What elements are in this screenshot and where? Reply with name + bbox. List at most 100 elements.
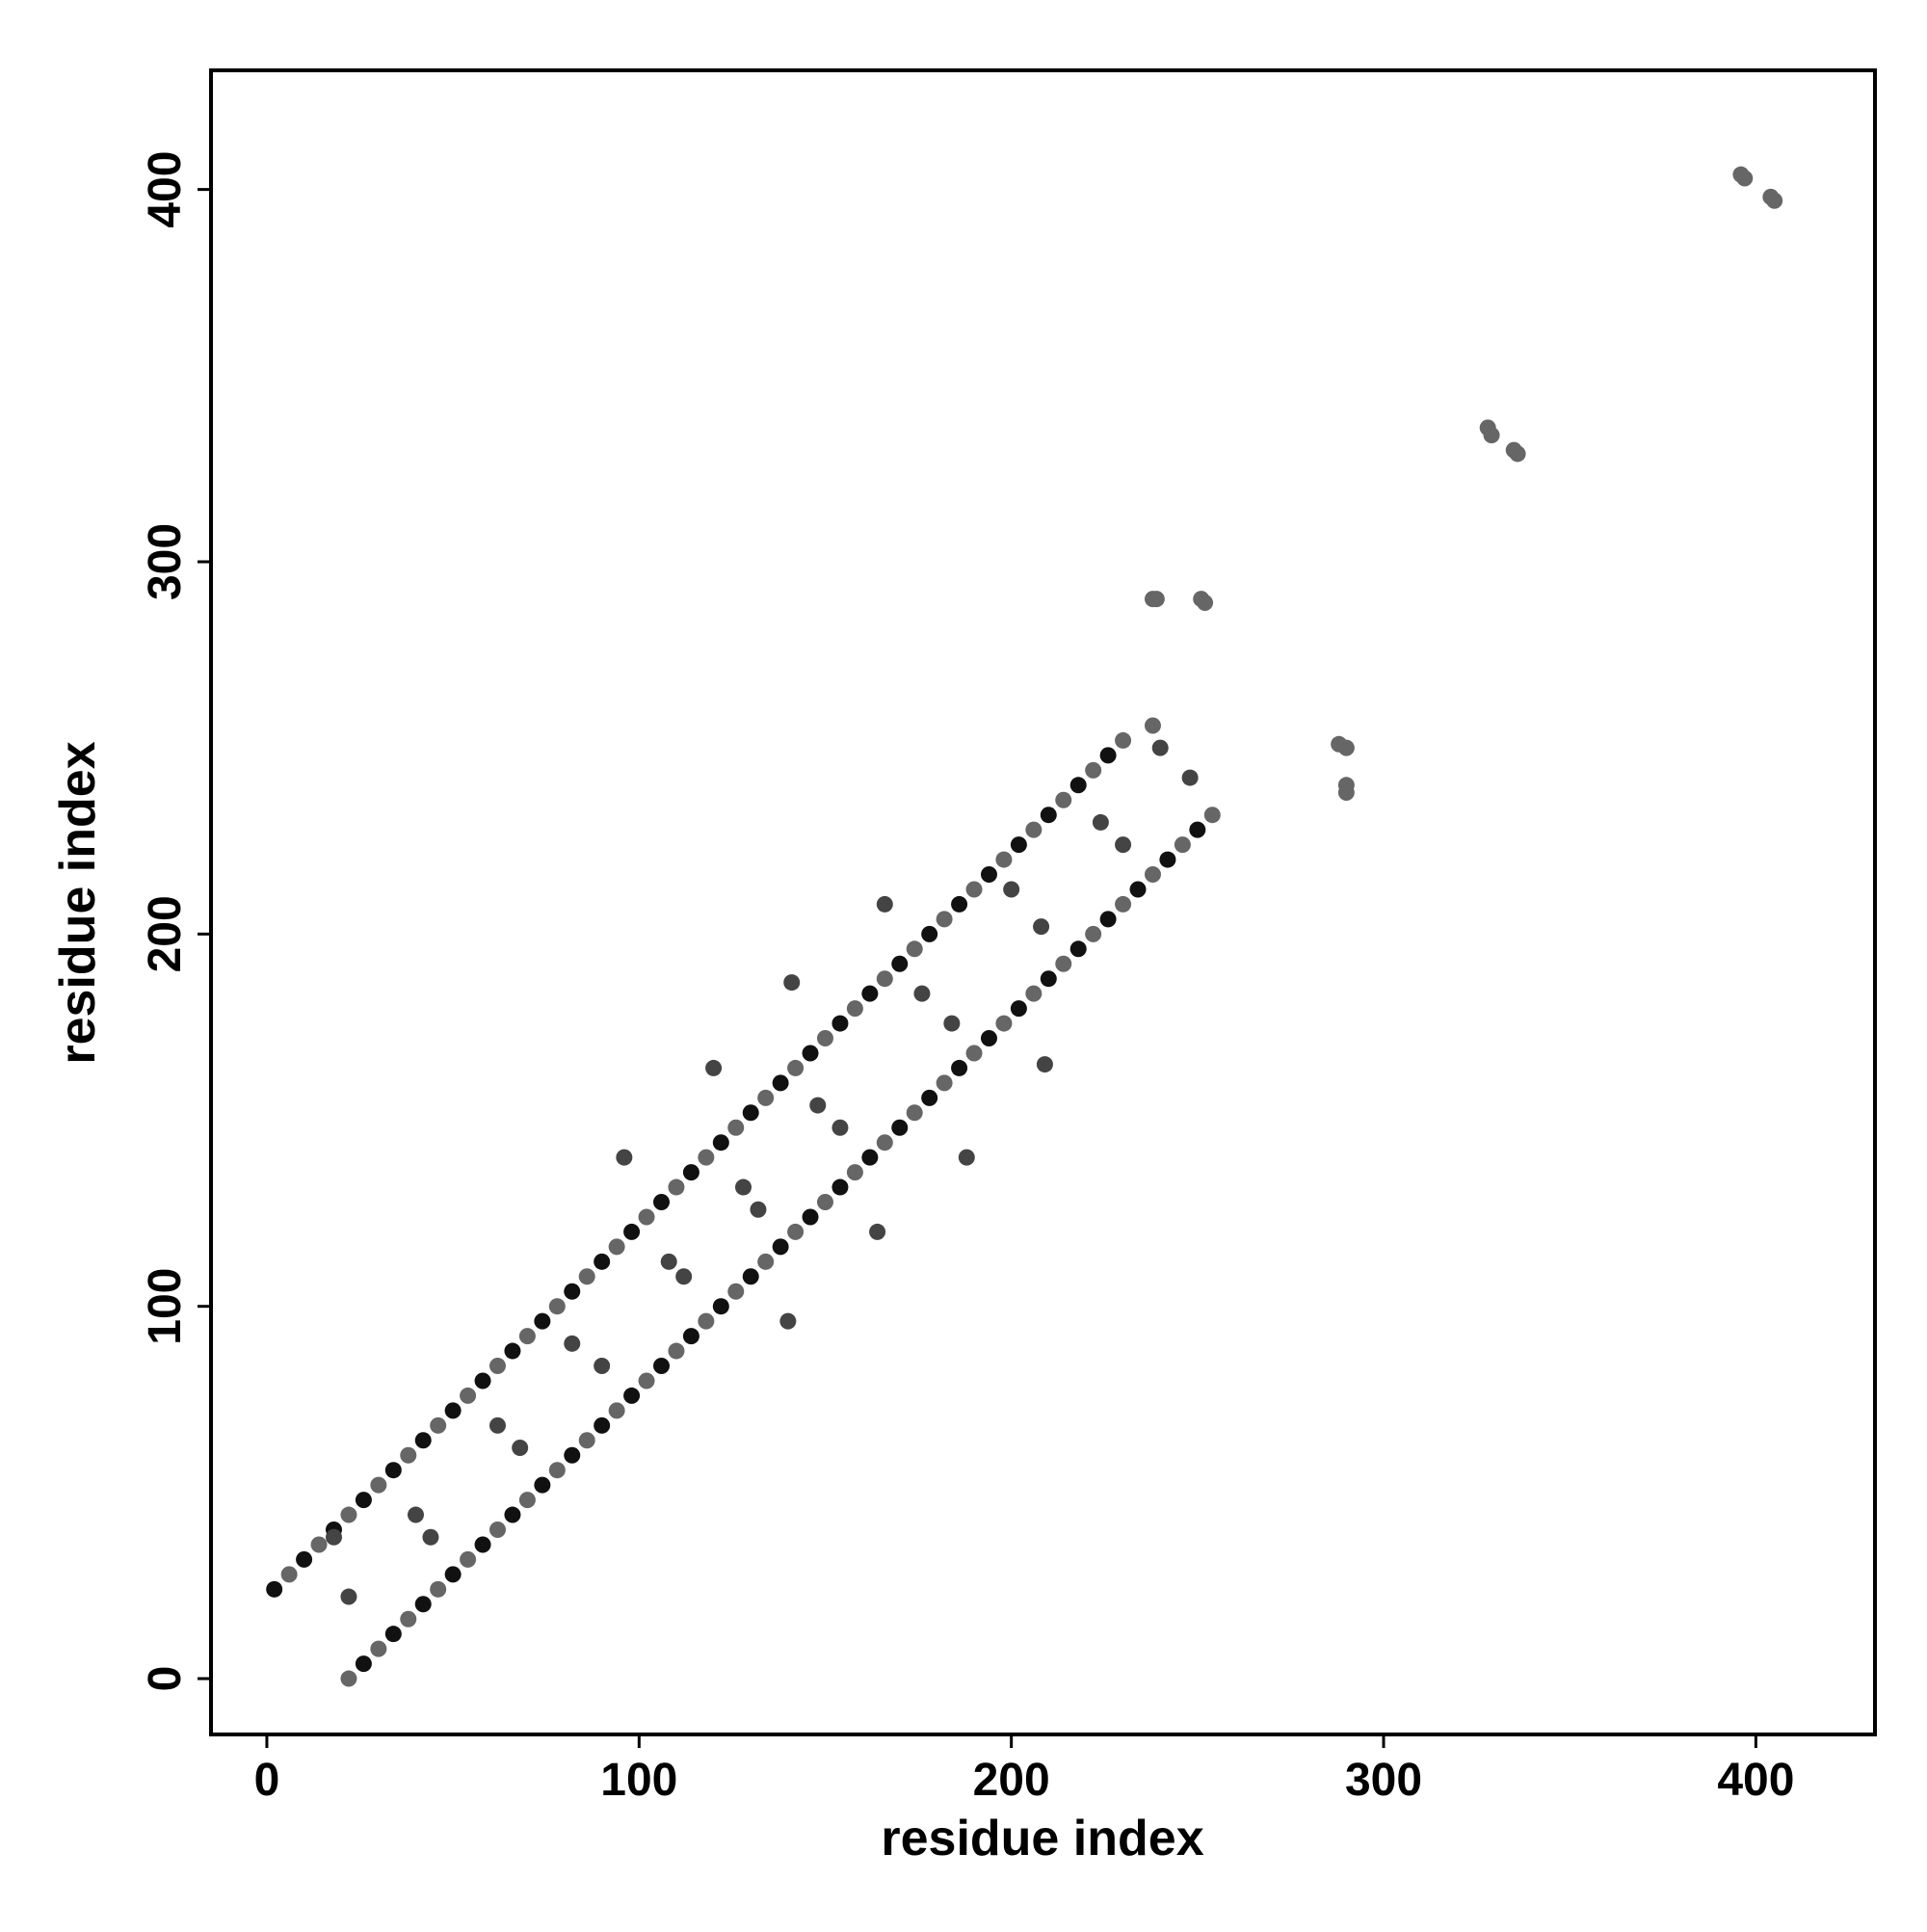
point: [995, 1015, 1013, 1032]
point: [1010, 1000, 1027, 1018]
point: [787, 1059, 805, 1076]
point: [1189, 821, 1206, 838]
point: [638, 1208, 655, 1226]
point: [370, 1476, 387, 1494]
point: [846, 1000, 863, 1018]
point: [951, 1059, 968, 1076]
point: [578, 1432, 595, 1449]
point: [1337, 739, 1355, 756]
y-axis-title: residue index: [50, 741, 106, 1064]
point: [783, 974, 801, 992]
point: [280, 1566, 298, 1583]
point: [682, 1328, 700, 1345]
point: [474, 1536, 491, 1553]
point: [1025, 985, 1043, 1002]
y-tick-label: 300: [140, 523, 191, 600]
point: [958, 1149, 975, 1166]
point: [616, 1149, 633, 1166]
point: [564, 1283, 581, 1300]
point: [906, 940, 923, 958]
point: [698, 1312, 715, 1330]
point: [534, 1312, 551, 1330]
point: [355, 1655, 372, 1673]
point: [876, 970, 893, 988]
point: [698, 1149, 715, 1166]
point: [548, 1462, 566, 1479]
point: [407, 1506, 424, 1523]
point: [995, 851, 1013, 868]
point: [712, 1298, 729, 1315]
point: [921, 1089, 938, 1106]
point: [891, 1119, 909, 1136]
point: [578, 1268, 595, 1285]
point: [712, 1134, 729, 1151]
point: [668, 1178, 685, 1196]
point: [400, 1610, 417, 1628]
point: [444, 1566, 462, 1583]
point: [518, 1492, 536, 1509]
point: [296, 1550, 313, 1568]
point: [727, 1283, 745, 1300]
point: [943, 1015, 961, 1032]
point: [266, 1580, 283, 1598]
point: [1174, 836, 1191, 854]
point: [488, 1522, 506, 1539]
point: [1036, 1056, 1053, 1073]
point: [965, 881, 983, 898]
point: [1181, 769, 1199, 786]
point: [816, 1194, 833, 1211]
point: [384, 1462, 402, 1479]
point: [861, 985, 879, 1002]
point: [832, 1178, 849, 1196]
point: [355, 1492, 372, 1509]
point: [504, 1506, 521, 1523]
x-tick-label: 100: [600, 1755, 677, 1806]
point: [370, 1640, 387, 1657]
point: [594, 1416, 611, 1434]
point: [1151, 739, 1169, 756]
point: [1509, 445, 1526, 463]
point: [1085, 925, 1102, 942]
point: [660, 1253, 677, 1270]
point: [906, 1104, 923, 1122]
point: [652, 1358, 670, 1375]
point: [1115, 836, 1132, 854]
point: [816, 1030, 833, 1047]
point: [832, 1015, 849, 1032]
point: [1736, 170, 1754, 187]
point: [1144, 717, 1161, 734]
point: [861, 1149, 879, 1166]
point: [1337, 784, 1355, 802]
point: [340, 1588, 357, 1605]
y-tick-label: 100: [140, 1268, 191, 1345]
point: [876, 895, 893, 913]
point: [504, 1342, 521, 1360]
point: [1099, 911, 1117, 928]
point: [1129, 881, 1147, 898]
point: [682, 1164, 700, 1181]
point: [846, 1164, 863, 1181]
point: [638, 1372, 655, 1389]
point: [608, 1238, 625, 1256]
point: [1055, 791, 1072, 808]
point: [340, 1506, 357, 1523]
point: [750, 1201, 767, 1218]
point: [809, 1097, 827, 1114]
point: [623, 1223, 641, 1240]
point: [1092, 813, 1109, 831]
point: [802, 1208, 819, 1226]
point: [1159, 851, 1176, 868]
plot-frame: [209, 68, 1877, 1736]
point: [1148, 591, 1165, 608]
point: [594, 1358, 611, 1375]
point: [1099, 747, 1117, 764]
x-tick-label: 400: [1717, 1755, 1794, 1806]
point: [1003, 881, 1020, 898]
point: [832, 1119, 849, 1136]
point: [772, 1074, 789, 1092]
y-tick-label: 0: [140, 1666, 191, 1692]
point: [891, 955, 909, 972]
point: [1040, 970, 1057, 988]
point: [869, 1223, 886, 1240]
